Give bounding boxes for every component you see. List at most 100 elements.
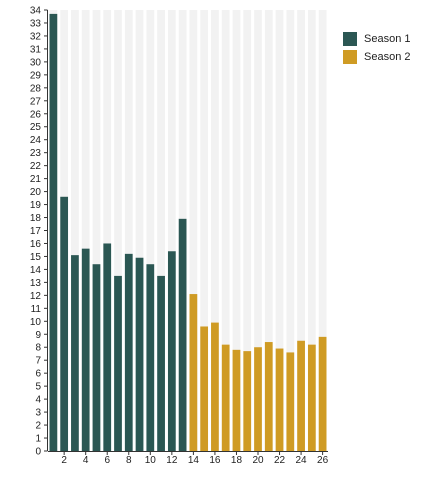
legend-item-season-2[interactable]: Season 2 bbox=[343, 48, 410, 66]
y-tick-label: 24 bbox=[30, 135, 42, 146]
background-bar bbox=[286, 10, 295, 451]
y-tick-label: 9 bbox=[35, 330, 41, 341]
background-bar bbox=[167, 10, 176, 451]
y-tick-label: 18 bbox=[30, 213, 42, 224]
bar-series-1[interactable] bbox=[114, 275, 122, 451]
bar-series-1[interactable] bbox=[135, 257, 144, 451]
bar-series-1[interactable] bbox=[124, 253, 133, 451]
y-tick-label: 15 bbox=[30, 252, 42, 263]
legend: Season 1 Season 2 bbox=[343, 30, 410, 66]
bar-series-1[interactable] bbox=[60, 196, 69, 451]
bar-series-2[interactable] bbox=[254, 347, 262, 451]
x-tick-label: 22 bbox=[274, 455, 286, 466]
background-bar bbox=[124, 10, 133, 451]
bar-series-2[interactable] bbox=[307, 344, 316, 451]
background-bar bbox=[221, 10, 230, 451]
y-tick-label: 31 bbox=[30, 44, 42, 55]
x-tick-label: 20 bbox=[252, 455, 264, 466]
y-tick-label: 14 bbox=[30, 265, 42, 276]
bar-series-1[interactable] bbox=[71, 255, 79, 451]
bar-series-2[interactable] bbox=[318, 336, 327, 451]
y-tick-label: 6 bbox=[35, 369, 41, 380]
background-bar bbox=[114, 10, 122, 451]
background-bars bbox=[49, 10, 327, 451]
y-tick-label: 19 bbox=[30, 200, 42, 211]
legend-label-season-2: Season 2 bbox=[364, 51, 411, 63]
x-tick-label: 10 bbox=[145, 455, 157, 466]
bar-series-2[interactable] bbox=[243, 351, 252, 451]
bar-series-1[interactable] bbox=[81, 248, 90, 451]
y-tick-label: 8 bbox=[35, 343, 41, 354]
background-bar bbox=[297, 10, 305, 451]
x-tick-label: 16 bbox=[209, 455, 221, 466]
x-tick-label: 14 bbox=[188, 455, 200, 466]
y-tick-label: 12 bbox=[30, 291, 42, 302]
bar-series-2[interactable] bbox=[297, 340, 305, 451]
y-tick-label: 4 bbox=[35, 395, 41, 406]
background-bar bbox=[157, 10, 165, 451]
bar-series-2[interactable] bbox=[232, 349, 241, 451]
y-tick-label: 7 bbox=[35, 356, 41, 367]
background-bar bbox=[81, 10, 90, 451]
legend-swatch-season-1 bbox=[343, 32, 357, 46]
bar-series-1[interactable] bbox=[49, 13, 58, 452]
bar-series-2[interactable] bbox=[275, 348, 284, 451]
bar-series-1[interactable] bbox=[146, 264, 155, 451]
background-bar bbox=[232, 10, 241, 451]
background-bar bbox=[211, 10, 219, 451]
y-tick-label: 23 bbox=[30, 148, 42, 159]
y-tick-label: 5 bbox=[35, 382, 41, 393]
x-tick-label: 8 bbox=[126, 455, 132, 466]
bar-series-2[interactable] bbox=[211, 322, 219, 451]
x-tick-label: 2 bbox=[61, 455, 67, 466]
y-tick-label: 16 bbox=[30, 239, 42, 250]
bar-series-2[interactable] bbox=[264, 342, 273, 451]
y-axis: 0123456789101112131415161718192021222324… bbox=[30, 6, 48, 458]
x-axis: 2 4 6 8 10 12 14 16 18 20 22 24 26 bbox=[48, 451, 329, 466]
bar-series-1[interactable] bbox=[92, 264, 101, 451]
background-bar bbox=[92, 10, 101, 451]
y-tick-label: 20 bbox=[30, 187, 42, 198]
y-tick-label: 22 bbox=[30, 161, 42, 172]
data-bars bbox=[49, 13, 327, 452]
x-tick-label: 4 bbox=[83, 455, 89, 466]
legend-swatch-season-2 bbox=[343, 50, 357, 64]
legend-item-season-1[interactable]: Season 1 bbox=[343, 30, 410, 48]
background-bar bbox=[275, 10, 284, 451]
y-tick-label: 32 bbox=[30, 31, 42, 42]
background-bar bbox=[135, 10, 144, 451]
x-tick-label: 26 bbox=[317, 455, 329, 466]
background-bar bbox=[189, 10, 198, 451]
background-bar bbox=[103, 10, 112, 451]
bar-series-2[interactable] bbox=[221, 344, 230, 451]
y-tick-label: 26 bbox=[30, 109, 42, 120]
y-tick-label: 2 bbox=[35, 421, 41, 432]
bar-series-2[interactable] bbox=[286, 352, 295, 451]
y-tick-label: 29 bbox=[30, 70, 42, 81]
bar-series-1[interactable] bbox=[167, 251, 176, 451]
y-tick-label: 28 bbox=[30, 83, 42, 94]
bar-series-1[interactable] bbox=[157, 275, 165, 451]
background-bar bbox=[318, 10, 327, 451]
background-bar bbox=[254, 10, 262, 451]
y-tick-label: 3 bbox=[35, 408, 41, 419]
bar-series-2[interactable] bbox=[200, 326, 209, 451]
background-bar bbox=[243, 10, 252, 451]
bar-series-1[interactable] bbox=[178, 218, 187, 451]
bar-series-2[interactable] bbox=[189, 294, 198, 451]
y-tick-label: 10 bbox=[30, 317, 42, 328]
y-tick-label: 13 bbox=[30, 278, 42, 289]
y-tick-label: 11 bbox=[31, 304, 42, 315]
x-tick-label: 18 bbox=[231, 455, 243, 466]
x-tick-label: 12 bbox=[166, 455, 178, 466]
y-tick-label: 27 bbox=[30, 96, 42, 107]
x-tick-label: 6 bbox=[104, 455, 110, 466]
y-tick-label: 25 bbox=[30, 122, 42, 133]
background-bar bbox=[307, 10, 316, 451]
background-bar bbox=[146, 10, 155, 451]
legend-label-season-1: Season 1 bbox=[364, 33, 411, 45]
x-tick-label: 24 bbox=[296, 455, 308, 466]
y-tick-label: 34 bbox=[30, 6, 42, 17]
bar-series-1[interactable] bbox=[103, 243, 112, 451]
